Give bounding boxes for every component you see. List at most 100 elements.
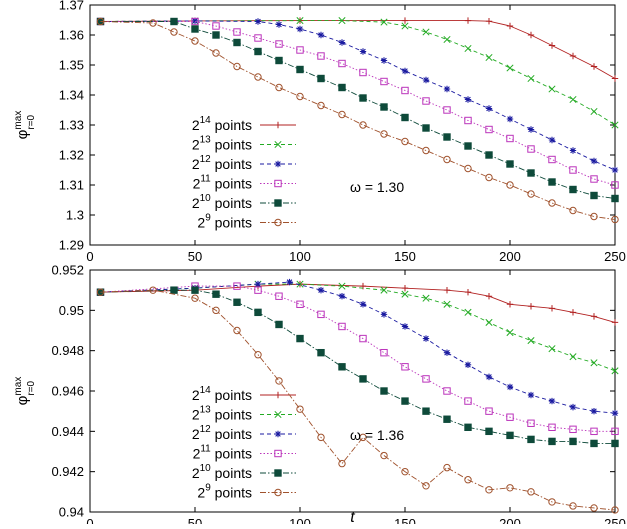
data-point <box>359 68 367 77</box>
data-point <box>506 181 514 189</box>
x-tick-label: 250 <box>604 516 626 524</box>
legend-label: 29 points <box>197 483 252 501</box>
data-point <box>506 431 514 440</box>
chart-panel-1: 0 50 100 150 200 250 1.29 1.3 1.31 1.32 1.33 1.34 1.… <box>13 0 626 264</box>
data-point <box>401 290 409 298</box>
series-line <box>100 285 615 432</box>
series-line <box>100 289 616 511</box>
legend-label-exp: 14 <box>200 115 212 126</box>
y-tick-label: 0.944 <box>51 424 84 439</box>
data-point <box>569 425 577 434</box>
data-point <box>443 387 451 395</box>
legend-label-base: 2 <box>192 195 200 211</box>
legend-label: 211 points <box>193 444 252 462</box>
data-point <box>548 397 556 405</box>
data-point <box>506 413 514 421</box>
y-tick-label: 1.37 <box>59 0 84 13</box>
data-point <box>359 94 367 102</box>
data-point <box>233 38 241 47</box>
data-point <box>485 293 493 300</box>
data-point <box>212 49 220 57</box>
x-tick-label: 150 <box>394 249 416 264</box>
y-axis-label-sub: r=0 <box>26 381 37 396</box>
data-point <box>464 361 472 368</box>
data-point <box>590 313 598 320</box>
data-point <box>422 124 430 132</box>
data-point <box>590 175 598 183</box>
data-point <box>590 439 598 448</box>
data-point <box>359 334 367 343</box>
data-point <box>485 407 493 415</box>
data-point <box>96 17 105 26</box>
data-point <box>401 284 409 292</box>
y-axis-label-sup: max <box>13 377 24 396</box>
data-point <box>548 498 556 506</box>
legend-label-exp: 12 <box>200 154 212 165</box>
series-13 <box>96 17 619 129</box>
data-point <box>401 363 409 371</box>
data-point <box>401 323 409 330</box>
data-point <box>485 486 493 494</box>
data-point <box>338 59 346 68</box>
series-line <box>100 20 616 171</box>
data-point <box>464 164 472 173</box>
series-line <box>100 281 616 414</box>
data-point <box>590 107 598 116</box>
data-point <box>275 292 283 300</box>
x-tick-label: 200 <box>499 249 521 264</box>
legend-label-tail: points <box>211 407 252 423</box>
data-point <box>359 121 367 129</box>
data-point <box>254 351 262 359</box>
series-13 <box>96 280 619 375</box>
data-point <box>464 308 472 316</box>
data-point <box>527 169 535 177</box>
data-point <box>443 133 451 141</box>
data-point <box>401 86 409 95</box>
data-point <box>527 31 535 39</box>
x-tick-label: 0 <box>86 516 93 524</box>
x-tick-label: 50 <box>188 516 202 524</box>
data-point <box>443 35 451 44</box>
data-point <box>506 328 514 337</box>
data-point <box>485 18 493 25</box>
data-point <box>317 310 325 319</box>
data-point <box>569 353 577 361</box>
legend-marker <box>274 430 282 438</box>
data-point <box>464 476 472 484</box>
data-point <box>359 301 367 308</box>
legend-label-exp: 13 <box>200 405 212 416</box>
data-point <box>464 397 472 405</box>
data-point <box>443 300 451 308</box>
data-point <box>296 65 304 74</box>
data-point <box>569 52 577 60</box>
data-point <box>191 37 199 45</box>
data-point <box>569 95 577 104</box>
data-point <box>191 294 199 302</box>
legend-label-base: 2 <box>193 446 201 462</box>
data-point <box>569 502 577 510</box>
data-point <box>380 311 388 318</box>
legend-label-tail: points <box>211 176 252 192</box>
data-point <box>569 147 577 154</box>
data-point <box>506 301 514 308</box>
data-point <box>338 459 346 468</box>
y-tick-label: 1.31 <box>59 178 84 193</box>
data-point <box>506 22 514 30</box>
legend-marker <box>274 469 282 477</box>
series-line <box>100 21 616 220</box>
data-point <box>485 105 493 112</box>
data-point <box>212 31 220 39</box>
data-point <box>254 286 262 294</box>
data-point <box>422 146 430 155</box>
data-point <box>296 334 304 343</box>
data-point <box>548 305 556 312</box>
legend-label-tail: points <box>211 195 252 211</box>
data-point <box>233 62 241 71</box>
series-11 <box>96 282 619 436</box>
data-point <box>590 157 598 165</box>
data-point <box>527 337 535 345</box>
data-point <box>527 419 535 427</box>
data-point <box>506 383 514 391</box>
data-point <box>149 19 157 27</box>
